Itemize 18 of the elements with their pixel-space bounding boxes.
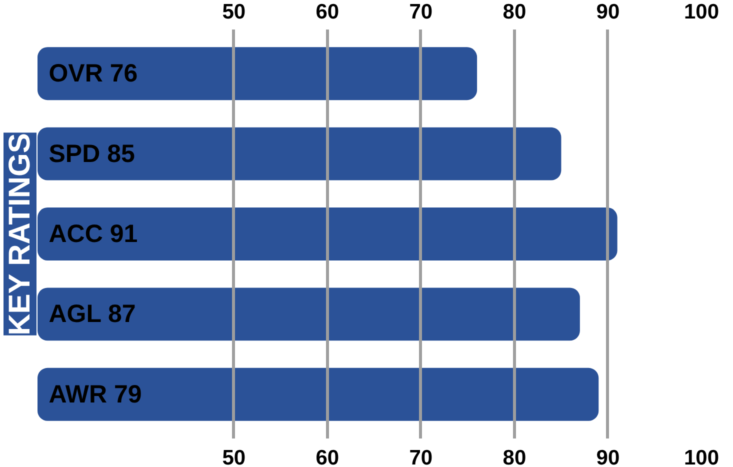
x2-tick-label: 70 (409, 446, 433, 467)
y-tick-label: AWR 79 (48, 380, 142, 408)
x2-tick-label: 50 (222, 446, 246, 467)
x-tick-label: 90 (596, 0, 620, 24)
x-tick-label: 80 (502, 0, 526, 24)
x-tick-label: 100 (684, 0, 720, 24)
x2-tick-label: 60 (316, 446, 340, 467)
x-tick-label: 60 (316, 0, 340, 24)
x-tick-label: 50 (222, 0, 246, 24)
y-tick-label: OVR 76 (48, 60, 138, 88)
x2-tick-label: 90 (596, 446, 620, 467)
y-tick-label: AGL 87 (48, 300, 136, 328)
text: KEY RATINGS (4, 133, 36, 336)
y-tick-label: ACC 91 (48, 220, 138, 248)
x2-tick-label: 80 (502, 446, 526, 467)
y-tick-label: SPD 85 (48, 140, 135, 168)
x-tick-label: 70 (409, 0, 433, 24)
x2-tick-label: 100 (684, 446, 720, 467)
